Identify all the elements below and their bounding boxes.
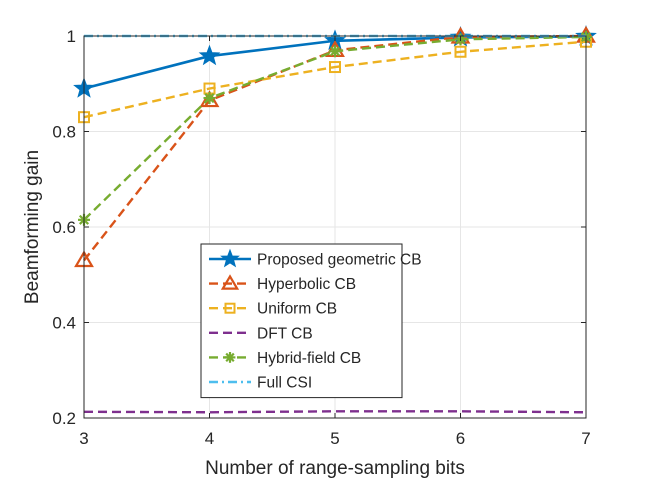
asterisk-stroke [204,93,215,104]
asterisk-stroke [329,46,341,57]
x-tick-label: 4 [205,429,214,448]
legend: Proposed geometric CB Hyperbolic CB Unifor… [200,243,422,399]
series-line [83,40,587,119]
legend-item: Hybrid-field CB [209,350,361,367]
legend-label: Hybrid-field CB [257,350,361,367]
y-axis-label: Beamforming gain [22,150,43,304]
data-point [199,90,220,108]
legend-item: Full CSI [209,375,312,392]
y-tick-label: 0.4 [52,314,76,333]
x-tick-label: 5 [330,429,339,448]
legend-item: Hyperbolic CB [209,274,356,293]
legend-box [200,243,403,399]
y-tick-label: 0.6 [52,218,76,237]
y-tick-label: 0.8 [52,123,76,142]
y-tick-label: 1 [67,27,76,46]
x-tick-label: 6 [456,429,465,448]
ticks: 3 4 5 6 7 0.2 0.4 0.6 0.8 1 [52,27,590,448]
data-point [454,45,467,58]
legend-item: Uniform CB [209,301,337,318]
data-point [198,44,221,66]
data-point [203,92,216,105]
legend-marker [224,352,236,363]
legend-marker [220,248,240,268]
legend-marker [224,302,236,314]
asterisk-stroke [225,352,235,362]
legend-label: Full CSI [257,375,312,392]
y-tick-label: 0.2 [52,409,76,428]
legend-marker [220,274,240,290]
legend-label: DFT CB [257,325,313,342]
data-point [329,61,341,74]
legend-item: DFT CB [209,325,313,342]
data-point [329,45,341,58]
legend-label: Hyperbolic CB [257,276,356,293]
x-tick-label: 7 [581,429,590,448]
x-axis-label: Number of range-sampling bits [205,458,465,479]
legend-label: Uniform CB [257,301,337,318]
legend-item: Proposed geometric CB [209,248,422,269]
legend-label: Proposed geometric CB [257,252,422,269]
x-tick-label: 3 [79,429,88,448]
